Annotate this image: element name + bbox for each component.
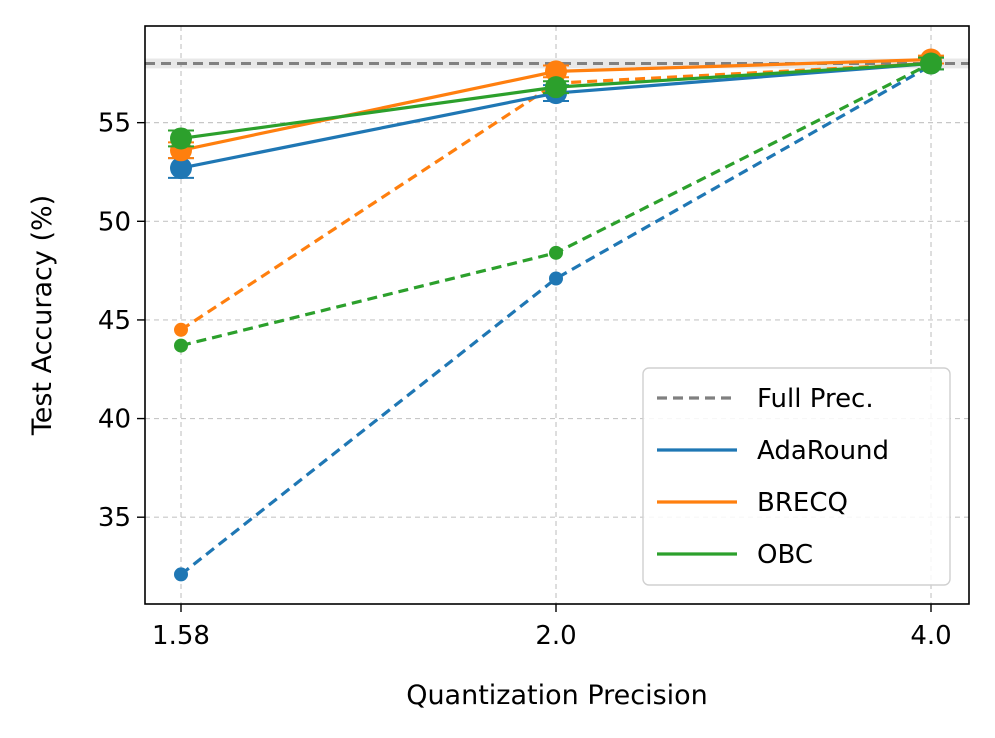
baseline-point (174, 322, 188, 337)
legend-label: BRECQ (757, 488, 848, 518)
legend-label: Full Prec. (757, 384, 874, 414)
baseline-point (174, 567, 188, 582)
y-tick-label: 55 (98, 109, 131, 139)
series-obc (168, 52, 944, 150)
legend-entry-adaround: AdaRound (657, 436, 889, 466)
plot-frame (144, 25, 970, 605)
axis-ticks: 1.58 2.0 4.0 35 40 45 50 55 (98, 109, 952, 651)
y-axis-label: Test Accuracy (%) (27, 195, 58, 436)
series-point (170, 157, 192, 180)
legend-box (642, 367, 951, 586)
legend-entry-obc: OBC (657, 540, 813, 570)
series-point (170, 127, 192, 150)
y-tick-label: 50 (98, 207, 131, 237)
x-tick-label: 2.0 (535, 621, 576, 651)
baseline-point (549, 245, 563, 260)
x-axis-label: Quantization Precision (406, 680, 708, 711)
y-tick-label: 45 (98, 306, 131, 336)
baseline-point (549, 271, 563, 286)
x-tick-label: 4.0 (910, 621, 951, 651)
series-point (920, 52, 942, 75)
legend-entry-brecq: BRECQ (657, 488, 848, 518)
legend-label: OBC (757, 540, 813, 570)
x-tick-label: 1.58 (152, 621, 210, 651)
series-group (168, 48, 944, 582)
legend-entry-full-precision: Full Prec. (657, 384, 874, 414)
series-point (545, 76, 567, 99)
legend-label: AdaRound (757, 436, 889, 466)
y-tick-label: 40 (98, 405, 131, 435)
y-tick-label: 35 (98, 503, 131, 533)
baseline-point (174, 338, 188, 353)
legend: Full Prec. AdaRound BRECQ OBC (642, 367, 951, 586)
series-point (545, 60, 567, 83)
